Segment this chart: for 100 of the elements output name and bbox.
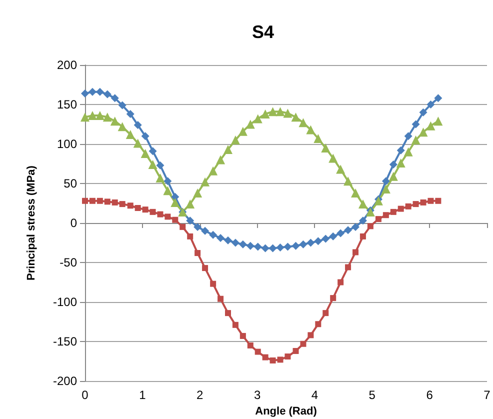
y-tick-label: 0 bbox=[70, 216, 78, 230]
point bbox=[345, 264, 352, 270]
point bbox=[141, 132, 150, 140]
point bbox=[118, 122, 127, 132]
point bbox=[322, 234, 330, 243]
point bbox=[150, 208, 156, 215]
point bbox=[224, 310, 231, 316]
point bbox=[375, 216, 382, 222]
point bbox=[299, 240, 308, 248]
point bbox=[110, 94, 119, 102]
point bbox=[270, 357, 276, 364]
point bbox=[360, 233, 366, 240]
point bbox=[202, 265, 208, 272]
y-tick-label: -150 bbox=[52, 334, 78, 348]
point bbox=[404, 147, 413, 156]
point bbox=[126, 110, 134, 118]
point bbox=[261, 244, 270, 252]
point bbox=[89, 198, 96, 204]
point bbox=[351, 222, 360, 231]
point bbox=[434, 116, 443, 126]
point bbox=[110, 116, 120, 126]
point bbox=[358, 216, 367, 225]
point bbox=[103, 90, 112, 98]
x-tick-label: 4 bbox=[311, 388, 318, 402]
x-tick-label: 0 bbox=[82, 388, 89, 402]
point bbox=[81, 89, 89, 98]
point bbox=[276, 243, 284, 252]
point bbox=[246, 242, 254, 250]
point bbox=[187, 233, 194, 240]
point bbox=[388, 172, 398, 181]
point bbox=[382, 212, 389, 218]
point bbox=[292, 348, 299, 354]
y-tick-label: 100 bbox=[56, 137, 78, 151]
point bbox=[200, 177, 210, 186]
point bbox=[268, 244, 277, 252]
point bbox=[148, 160, 158, 170]
point bbox=[426, 121, 436, 130]
point bbox=[95, 111, 104, 120]
point bbox=[102, 112, 112, 122]
point bbox=[358, 200, 368, 209]
point bbox=[284, 242, 292, 251]
point bbox=[344, 226, 352, 234]
point bbox=[170, 198, 180, 207]
point bbox=[298, 118, 308, 128]
point bbox=[420, 199, 426, 206]
point bbox=[428, 198, 434, 204]
point bbox=[405, 203, 412, 210]
point bbox=[412, 201, 419, 208]
point bbox=[291, 112, 300, 122]
point bbox=[218, 296, 224, 302]
point bbox=[119, 201, 126, 208]
point bbox=[208, 166, 218, 176]
point bbox=[210, 280, 216, 287]
point bbox=[412, 120, 420, 128]
point bbox=[126, 130, 135, 140]
point bbox=[276, 107, 285, 116]
point bbox=[134, 121, 142, 130]
point bbox=[404, 132, 412, 140]
y-tick-label: -200 bbox=[52, 374, 78, 388]
point bbox=[157, 211, 164, 218]
point bbox=[127, 202, 134, 209]
point bbox=[300, 340, 306, 347]
point bbox=[148, 147, 157, 156]
point bbox=[396, 146, 405, 154]
x-tick-label: 6 bbox=[426, 388, 434, 402]
point bbox=[389, 160, 398, 169]
point bbox=[367, 223, 374, 230]
x-tick-label: 7 bbox=[484, 388, 491, 402]
point bbox=[306, 125, 316, 134]
y-tick-label: 150 bbox=[56, 98, 78, 112]
point bbox=[306, 238, 315, 247]
point bbox=[180, 224, 186, 230]
point bbox=[164, 177, 172, 186]
x-tick-label: 2 bbox=[196, 388, 204, 402]
point bbox=[194, 250, 201, 256]
point bbox=[104, 198, 110, 205]
point bbox=[308, 332, 314, 338]
point bbox=[172, 216, 178, 223]
point bbox=[419, 108, 428, 116]
point bbox=[88, 111, 97, 120]
y-axis-title: Principal stress (MPa) bbox=[26, 165, 38, 280]
point bbox=[164, 214, 171, 220]
point bbox=[142, 206, 148, 213]
y-tick-label: 50 bbox=[64, 176, 78, 190]
point bbox=[328, 154, 338, 163]
point bbox=[277, 356, 284, 363]
point bbox=[232, 322, 238, 328]
point bbox=[194, 222, 202, 231]
point bbox=[253, 114, 262, 124]
point bbox=[96, 198, 103, 204]
point bbox=[163, 186, 172, 196]
point bbox=[201, 226, 210, 235]
point bbox=[230, 136, 240, 145]
point bbox=[247, 342, 254, 348]
point bbox=[238, 126, 248, 136]
point bbox=[411, 136, 420, 145]
point bbox=[140, 148, 150, 158]
point bbox=[338, 279, 344, 286]
point bbox=[434, 94, 442, 102]
point bbox=[193, 188, 202, 198]
